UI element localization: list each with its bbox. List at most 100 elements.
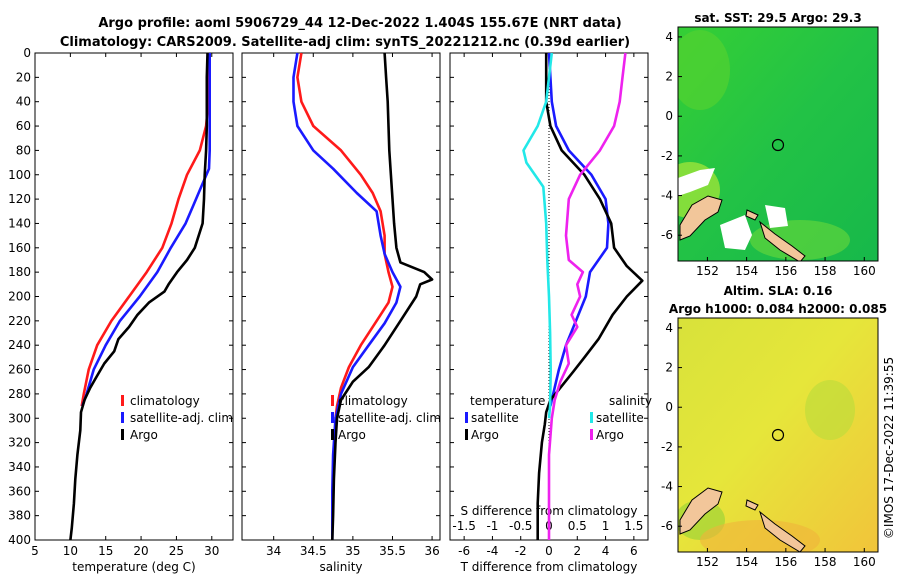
sla-map-axes: 152 154 156 158 160 4 2 0 -2 -4 -6 (661, 321, 876, 569)
map-y-tick-label: 0 (665, 109, 673, 123)
legend-satellite-label: satellite-adj. clim (338, 411, 441, 425)
legend-argo-label: Argo (338, 428, 366, 442)
difference-legend: temperature satellite Argo salinity sate… (465, 394, 652, 442)
legend-group-salinity: salinity (609, 394, 652, 408)
legend-t-satellite-label: satellite (471, 411, 519, 425)
map-y-tick-label: -4 (661, 480, 673, 494)
x-axis-label: T difference from climatology (460, 560, 638, 574)
x-tick-label: 34 (266, 544, 281, 558)
y-tick-label: 0 (23, 46, 31, 60)
y-tick-label: 160 (8, 241, 31, 255)
y-tick-label: 260 (8, 363, 31, 377)
map-x-tick-label: 158 (814, 264, 837, 278)
legend-climatology-label: climatology (338, 394, 408, 408)
map-x-tick-label: 152 (696, 555, 719, 569)
y-tick-label: 60 (16, 119, 31, 133)
x-tick-label: 25 (169, 544, 184, 558)
sst-missing-data (720, 215, 752, 250)
legend-satellite-swatch (121, 412, 124, 423)
island-land (745, 499, 759, 511)
legend-s-argo-swatch (590, 429, 593, 440)
sst-warm-patch (678, 30, 730, 110)
y-tick-label: 100 (8, 168, 31, 182)
series-line-t-satellite (547, 52, 610, 407)
map-x-tick-label: 156 (774, 555, 797, 569)
temp-plot-frame (34, 52, 234, 541)
legend-t-satellite-swatch (465, 412, 468, 423)
legend-t-argo-label: Argo (471, 428, 499, 442)
argo-location-marker (771, 428, 785, 442)
map-y-tick-label: -2 (661, 440, 673, 454)
x2-tick-label: -1 (486, 519, 498, 533)
map-y-tick-label: 4 (665, 321, 673, 335)
map-y-tick-label: 4 (665, 30, 673, 44)
y-tick-label: 220 (8, 314, 31, 328)
series-line-satellite-adj-clim (81, 53, 211, 407)
y-tick-label: 120 (8, 192, 31, 206)
sla-map-frame (677, 317, 879, 553)
y-tick-label: 380 (8, 509, 31, 523)
y-tick-label: 240 (8, 338, 31, 352)
sst-warm-patch (750, 220, 850, 260)
map-y-tick-label: 2 (665, 70, 673, 84)
x-tick-label: -2 (515, 544, 527, 558)
series-line-satellite-adj-clim (292, 52, 402, 540)
difference-panel: -6 -4 -2 0 2 4 6 T difference from climatology -… (449, 52, 649, 574)
legend-satellite-label: satellite-adj. clim (130, 411, 233, 425)
y-tick-label: 400 (8, 533, 31, 547)
y-tick-label: 140 (8, 216, 31, 230)
x-tick-label: 5 (31, 544, 39, 558)
x-tick-label: 30 (204, 544, 219, 558)
new-guinea-land (679, 487, 723, 535)
legend-t-argo-swatch (465, 429, 468, 440)
new-guinea-land (679, 195, 723, 241)
x2-tick-label: -0.5 (509, 519, 532, 533)
legend-s-satellite-label: satellite (596, 411, 644, 425)
map-y-tick-label: -4 (661, 189, 673, 203)
y-tick-label: 300 (8, 411, 31, 425)
legend-group-temperature: temperature (470, 394, 545, 408)
map-y-tick-label: 2 (665, 361, 673, 375)
x-axis-label: temperature (deg C) (72, 560, 195, 574)
sst-map-title: sat. SST: 29.5 Argo: 29.3 (694, 11, 861, 25)
x-tick-label: 10 (63, 544, 78, 558)
sst-map-frame (677, 26, 879, 262)
sla-low-patch (805, 380, 855, 440)
y-tick-label: 200 (8, 290, 31, 304)
temperature-panel: 0 20 40 60 80 100 120 140 160 180 200 220 240 260 280 3… (8, 46, 234, 574)
x2-tick-label: 1 (602, 519, 610, 533)
x-tick-label: 36 (424, 544, 439, 558)
temperature-legend: climatology satellite-adj. clim Argo (121, 394, 233, 442)
sla-high-patch (700, 520, 820, 552)
salinity-panel: 34 34.5 35 35.5 36 salinity (241, 52, 441, 574)
x-tick-label: 35 (345, 544, 360, 558)
sst-missing-data (765, 205, 788, 228)
title-line-1: Argo profile: aoml 5906729_44 12-Dec-202… (98, 16, 621, 31)
legend-climatology-swatch (331, 395, 334, 406)
map-x-tick-label: 160 (853, 264, 876, 278)
series-line-s-satellite (522, 52, 554, 419)
x-tick-label: 35.5 (379, 544, 406, 558)
new-britain-land (759, 510, 806, 552)
sla-map: Altim. SLA: 0.16 Argo h1000: 0.084 h2000… (661, 284, 887, 569)
x2-tick-label: 0.5 (568, 519, 587, 533)
map-y-tick-label: -6 (661, 519, 673, 533)
x2-tick-label: -1.5 (452, 519, 475, 533)
new-britain-land (759, 220, 806, 261)
y-tick-label: 80 (16, 143, 31, 157)
y-tick-label: 360 (8, 484, 31, 498)
map-x-tick-label: 154 (735, 264, 758, 278)
salinity-legend: climatology satellite-adj. clim Argo (331, 394, 441, 442)
x-tick-label: 2 (573, 544, 581, 558)
map-x-tick-label: 156 (774, 264, 797, 278)
y-tick-label: 340 (8, 460, 31, 474)
map-x-tick-label: 160 (853, 555, 876, 569)
x-tick-label: -6 (458, 544, 470, 558)
legend-s-satellite-swatch (590, 412, 593, 423)
sla-map-subtitle: Argo h1000: 0.084 h2000: 0.085 (669, 302, 887, 316)
map-x-tick-label: 154 (735, 555, 758, 569)
x-tick-label: 4 (602, 544, 610, 558)
x-tick-label: 0 (545, 544, 553, 558)
series-line-s-argo (547, 52, 627, 540)
